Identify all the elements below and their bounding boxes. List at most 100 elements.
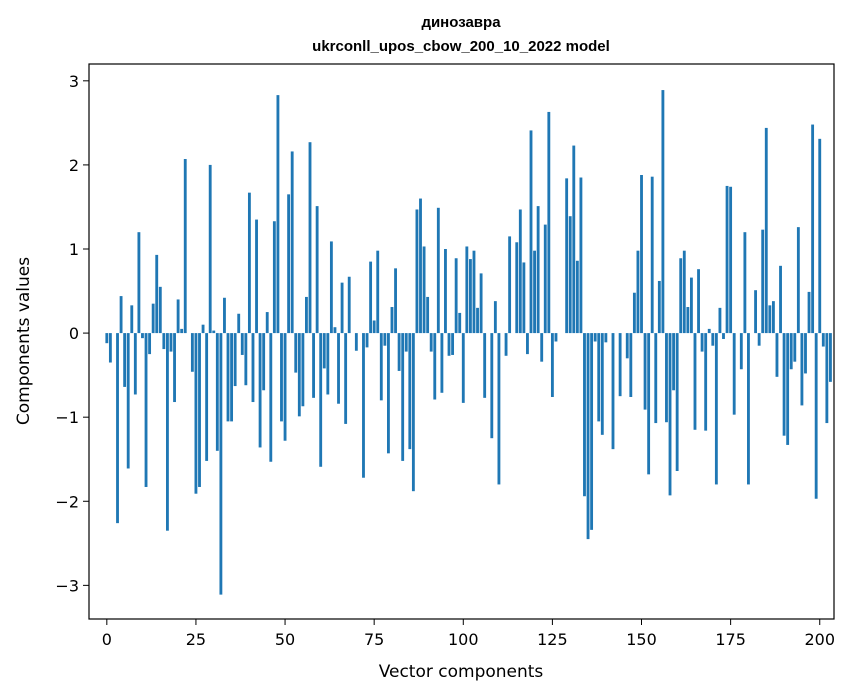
- bar-144: [618, 333, 622, 397]
- bar-22: [183, 159, 187, 334]
- bar-40: [247, 192, 251, 334]
- bar-36: [233, 333, 237, 387]
- chart-title: динозавра: [421, 14, 501, 31]
- bar-196: [804, 333, 807, 374]
- bar-12: [148, 333, 152, 355]
- bar-54: [297, 333, 301, 417]
- bar-151: [643, 333, 647, 410]
- bar-60: [319, 333, 323, 467]
- chart-subtitle: ukrconll_upos_cbow_200_10_2022 model: [312, 38, 610, 55]
- bar-44: [262, 333, 266, 391]
- bar-96: [447, 333, 451, 356]
- bar-100: [461, 333, 465, 403]
- bar-5: [123, 333, 127, 387]
- bar-8: [133, 333, 137, 395]
- bar-183: [757, 333, 761, 346]
- bar-67: [344, 333, 348, 424]
- bar-38: [240, 333, 244, 355]
- bar-195: [800, 333, 804, 406]
- bar-50: [283, 333, 287, 441]
- bar-163: [686, 307, 690, 334]
- bar-66: [340, 282, 344, 334]
- bar-92: [433, 333, 437, 400]
- bar-95: [444, 249, 447, 334]
- bar-63: [329, 241, 333, 334]
- bar-130: [568, 216, 572, 334]
- bar-155: [657, 280, 661, 334]
- bar-27: [201, 324, 205, 334]
- bar-72: [362, 333, 365, 478]
- bar-168: [704, 333, 708, 431]
- bar-11: [144, 333, 148, 487]
- bar-105: [479, 273, 483, 334]
- bar-30: [212, 330, 216, 334]
- bar-101: [465, 246, 469, 334]
- x-tick-label-175: 175: [715, 630, 746, 649]
- bar-78: [383, 333, 387, 346]
- bar-176: [732, 333, 736, 415]
- bar-28: [205, 333, 209, 461]
- y-tick-label-1: 1: [69, 240, 79, 259]
- bar-140: [604, 333, 608, 343]
- bar-154: [654, 333, 658, 424]
- bar-197: [807, 291, 811, 334]
- x-tick-label-0: 0: [102, 630, 112, 649]
- bar-98: [454, 258, 458, 334]
- bar-113: [508, 236, 512, 334]
- bar-120: [533, 250, 536, 334]
- bar-17: [166, 333, 169, 531]
- bar-86: [411, 333, 415, 492]
- bar-104: [476, 307, 479, 334]
- bar-79: [387, 333, 390, 454]
- bar-160: [675, 333, 679, 471]
- y-tick-label-2: 2: [69, 156, 79, 175]
- bar-20: [176, 299, 180, 334]
- bar-199: [814, 333, 818, 499]
- bar-81: [394, 268, 397, 334]
- bar-61: [322, 333, 326, 369]
- x-tick-label-150: 150: [626, 630, 657, 649]
- bar-193: [793, 333, 797, 362]
- bar-4: [119, 296, 123, 334]
- bar-129: [565, 178, 569, 334]
- bar-122: [540, 333, 544, 362]
- bar-49: [280, 333, 283, 422]
- bar-70: [354, 333, 358, 351]
- bar-119: [529, 130, 533, 334]
- bar-64: [333, 327, 337, 334]
- bar-147: [629, 333, 633, 397]
- bar-89: [422, 246, 426, 334]
- bar-51: [287, 194, 291, 334]
- bar-80: [390, 307, 394, 334]
- bar-102: [468, 259, 472, 334]
- bar-174: [725, 185, 729, 334]
- bar-45: [265, 312, 269, 334]
- bar-41: [251, 333, 255, 403]
- bar-47: [272, 221, 276, 334]
- bar-179: [743, 232, 747, 334]
- bar-173: [722, 333, 725, 339]
- bar-14: [155, 254, 159, 334]
- bar-74: [369, 261, 373, 334]
- bar-192: [789, 333, 793, 370]
- bar-19: [173, 333, 176, 403]
- bar-135: [586, 333, 590, 540]
- bar-76: [376, 250, 380, 334]
- bar-157: [665, 333, 668, 423]
- x-tick-label-50: 50: [275, 630, 295, 649]
- bar-110: [497, 333, 501, 485]
- bar-82: [397, 333, 401, 371]
- bar-125: [550, 333, 554, 397]
- bar-10: [141, 333, 144, 339]
- bar-0: [105, 333, 109, 344]
- bar-39: [244, 333, 248, 386]
- bar-93: [436, 207, 440, 334]
- bar-116: [518, 209, 522, 334]
- y-tick-label-3: 3: [69, 72, 79, 91]
- bar-198: [811, 124, 815, 334]
- bar-88: [419, 198, 422, 334]
- bar-200: [818, 138, 822, 334]
- bar-186: [768, 305, 772, 334]
- bar-121: [536, 206, 540, 334]
- bar-185: [764, 127, 768, 334]
